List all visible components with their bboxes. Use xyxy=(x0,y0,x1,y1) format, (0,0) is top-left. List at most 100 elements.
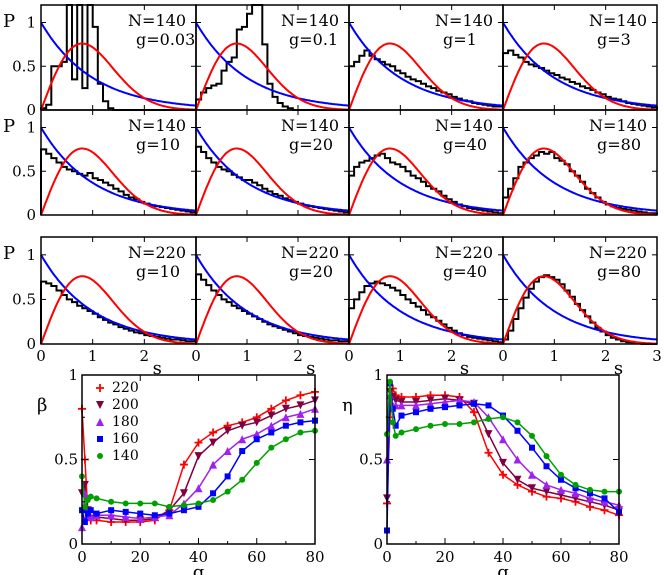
wigner-curve xyxy=(40,275,196,345)
beta-point-160 xyxy=(210,490,217,497)
beta-point-200 xyxy=(238,421,247,430)
eta-x-tick-label: 20 xyxy=(435,548,454,566)
wigner-curve xyxy=(502,42,657,111)
beta-point-180 xyxy=(107,511,116,520)
beta-point-220 xyxy=(296,391,305,400)
beta-point-160 xyxy=(268,429,275,436)
eta-point-160 xyxy=(529,444,535,451)
y-tick-label: 0.5 xyxy=(12,290,36,308)
beta-point-140 xyxy=(93,495,100,502)
poisson-curve xyxy=(195,21,350,107)
poisson-curve xyxy=(195,254,350,341)
eta-point-200 xyxy=(484,430,493,439)
x-tick-label: 3 xyxy=(652,347,662,365)
eta-point-160 xyxy=(485,402,492,409)
eta-point-180 xyxy=(513,455,522,464)
beta-legend xyxy=(96,384,104,459)
eta-point-180 xyxy=(455,396,464,405)
eta-point-180 xyxy=(426,399,435,408)
beta-point-160 xyxy=(166,510,173,517)
beta-point-180 xyxy=(194,484,203,493)
beta-point-160 xyxy=(151,512,158,519)
histogram-steps xyxy=(502,49,658,110)
beta-point-180 xyxy=(209,460,218,469)
eta-point-140 xyxy=(471,419,477,426)
y-tick-label: 1 xyxy=(26,119,36,137)
eta-point-140 xyxy=(587,486,593,493)
x-tick-label: 1 xyxy=(242,347,252,365)
beta-point-140 xyxy=(81,503,88,510)
poisson-curve xyxy=(502,21,658,107)
panel-g-label: g=10 xyxy=(136,262,180,281)
wigner-curve xyxy=(40,147,196,216)
eta-y-tick-label: 0.5 xyxy=(359,451,383,469)
beta-point-140 xyxy=(297,429,304,436)
y-tick-label: 0.5 xyxy=(12,162,36,180)
panel-n-label: N=220 xyxy=(281,243,339,262)
legend-marker-220 xyxy=(96,384,104,392)
legend-marker-180 xyxy=(96,418,104,426)
y-tick-label: 0 xyxy=(26,206,36,224)
eta-point-140 xyxy=(456,421,463,428)
beta-point-180 xyxy=(252,430,261,439)
beta-point-140 xyxy=(239,476,246,483)
beta-point-220 xyxy=(209,428,218,437)
beta-point-180 xyxy=(136,514,145,523)
panel-g-label: g=40 xyxy=(443,262,487,281)
eta-point-180 xyxy=(600,497,609,506)
poisson-curve xyxy=(348,254,504,341)
histogram-steps xyxy=(195,273,350,344)
wigner-curve xyxy=(40,42,196,111)
beta-x-tick-label: 40 xyxy=(189,548,208,566)
beta-point-160 xyxy=(195,503,202,510)
x-tick-label: 1 xyxy=(396,347,406,365)
beta-x-tick-label: 80 xyxy=(305,548,324,566)
beta-point-160 xyxy=(108,507,115,514)
eta-point-160 xyxy=(413,409,419,416)
eta-y-tick-label: 0 xyxy=(373,535,383,553)
eta-point-140 xyxy=(514,419,521,426)
beta-point-200 xyxy=(281,404,290,413)
beta-point-180 xyxy=(80,489,89,498)
panel-frame xyxy=(502,236,658,345)
x-tick-label: 2 xyxy=(293,347,303,365)
panel-n-label: N=220 xyxy=(589,243,647,262)
eta-point-140 xyxy=(389,419,396,426)
x-tick-label: 2 xyxy=(140,347,150,365)
legend-label-200: 200 xyxy=(112,397,139,413)
x-tick-label: 2 xyxy=(601,347,611,365)
eta-point-180 xyxy=(412,401,420,410)
histogram-steps xyxy=(348,49,504,110)
panel-n-label: N=140 xyxy=(128,11,186,30)
poisson-curve xyxy=(348,126,504,212)
beta-point-160 xyxy=(180,507,187,514)
beta-point-200 xyxy=(194,452,203,461)
x-axis-label-s: s xyxy=(614,358,623,379)
beta-y-tick-label: 0.5 xyxy=(54,451,78,469)
panel-n-label: N=140 xyxy=(281,116,339,135)
wigner-curve xyxy=(195,42,349,111)
y-axis-label-P: P xyxy=(3,116,15,137)
eta-point-140 xyxy=(485,415,492,422)
x-tick-label: 0 xyxy=(191,347,201,365)
eta-point-160 xyxy=(587,490,593,497)
panel-g-label: g=20 xyxy=(289,135,333,154)
beta-point-200 xyxy=(209,438,218,447)
histogram-panel-11 xyxy=(348,236,504,345)
y-tick-label: 0 xyxy=(26,335,36,353)
beta-y-tick-label: 0 xyxy=(68,535,78,553)
eta-point-180 xyxy=(528,470,536,479)
beta-point-200 xyxy=(267,411,276,420)
histogram-panel-8 xyxy=(502,109,658,216)
beta-point-160 xyxy=(122,508,129,515)
beta-point-160 xyxy=(87,507,94,514)
eta-x-tick-label: 0 xyxy=(382,548,392,566)
panel-g-label: g=0.1 xyxy=(289,30,338,49)
beta-x-axis-label: g xyxy=(193,562,205,575)
eta-point-180 xyxy=(571,489,580,498)
eta-point-140 xyxy=(398,429,405,436)
panel-g-label: g=1 xyxy=(443,30,477,49)
x-axis-label-s: s xyxy=(153,358,162,379)
eta-y-tick-label: 1 xyxy=(373,366,383,384)
legend-label-160: 160 xyxy=(112,431,139,447)
